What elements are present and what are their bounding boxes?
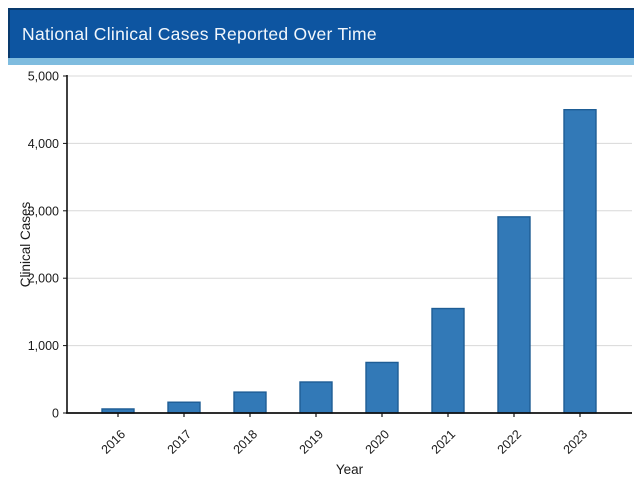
y-tick-label: 0 xyxy=(52,407,59,421)
x-tick-label: 2022 xyxy=(495,427,525,457)
chart-title: National Clinical Cases Reported Over Ti… xyxy=(22,23,377,44)
y-tick-label: 3,000 xyxy=(28,204,59,218)
bar-2021 xyxy=(431,307,465,414)
x-tick-label: 2021 xyxy=(429,427,459,457)
bar-2018 xyxy=(233,391,267,414)
x-tick-label: 2017 xyxy=(165,427,195,457)
title-banner: National Clinical Cases Reported Over Ti… xyxy=(8,8,634,58)
x-tick-label: 2016 xyxy=(99,427,129,457)
bar-2023 xyxy=(563,109,597,414)
bar-2019 xyxy=(299,381,333,414)
x-tick-label: 2019 xyxy=(297,427,327,457)
bar-chart: 0 1,000 2,000 3,000 4,000 5,000 2016 2017 2018 20… xyxy=(18,70,632,477)
bar-2017 xyxy=(167,401,201,414)
bar-2020 xyxy=(365,361,399,414)
x-tick-label: 2018 xyxy=(231,427,261,457)
y-axis-title: Clinical Cases xyxy=(18,201,33,287)
bar-chart-container: 0 1,000 2,000 3,000 4,000 5,000 2016 2017 2018 20… xyxy=(0,66,634,483)
bar-2022 xyxy=(497,216,531,414)
y-tick-label: 4,000 xyxy=(28,137,59,151)
y-tick-label: 1,000 xyxy=(28,339,59,353)
banner-accent-strip xyxy=(8,58,634,65)
x-tick-label: 2020 xyxy=(363,427,393,457)
x-tick-label: 2023 xyxy=(561,427,591,457)
y-tick-label: 5,000 xyxy=(28,70,59,84)
x-axis-title: Year xyxy=(336,462,364,477)
y-tick-label: 2,000 xyxy=(28,272,59,286)
